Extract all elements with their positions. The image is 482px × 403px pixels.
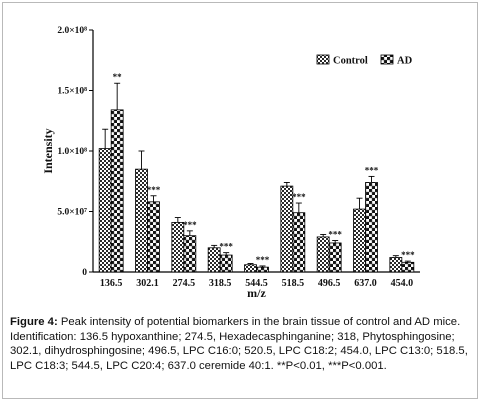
- x-tick-label: 518.5: [282, 278, 305, 289]
- labels: ** 136.5 *** 302.1 *** 274.5 *** 318.5 *** 544.5 *…: [100, 72, 415, 289]
- bar-control-496.5: [316, 236, 330, 273]
- bar-control-136.5: [98, 148, 112, 273]
- bar-control-302.1: [135, 168, 148, 273]
- legend: Control AD: [316, 54, 413, 67]
- x-tick-label: 136.5: [100, 278, 123, 289]
- significance-label: ***: [365, 165, 379, 175]
- y-axis-label: Intensity: [41, 128, 55, 173]
- figure-caption: Figure 4: Peak intensity of potential bi…: [10, 315, 472, 373]
- bar-control-544.5: [244, 264, 257, 273]
- bar-ad-302.1: [147, 201, 160, 273]
- legend-label-ad: AD: [397, 56, 413, 67]
- figure-frame: [2, 2, 478, 399]
- bar-chart: 0 5.0×10⁷ 1.0×10⁸ 1.5×10⁸ 2.0×10⁸ Intensity m/…: [41, 26, 420, 300]
- bar-control-454.0: [389, 257, 403, 273]
- significance-label: **: [113, 72, 123, 82]
- significance-label: ***: [328, 230, 342, 240]
- y-tick-label: 1.0×10⁸: [57, 147, 87, 157]
- bar-control-637.0: [353, 208, 366, 273]
- x-axis-label: m/z: [247, 286, 266, 300]
- x-tick-label: 302.1: [136, 278, 159, 289]
- significance-label: ***: [147, 185, 161, 195]
- y-tick-label: 0: [82, 268, 87, 278]
- bar-ad-544.5: [256, 266, 269, 273]
- caption-text: Peak intensity of potential biomarkers i…: [10, 316, 468, 372]
- y-tick-label: 1.5×10⁸: [57, 87, 87, 97]
- significance-label: ***: [292, 192, 306, 202]
- bars: [98, 82, 415, 273]
- y-tick-label: 5.0×10⁷: [57, 208, 87, 218]
- significance-label: ***: [183, 220, 197, 230]
- bar-ad-274.5: [183, 235, 197, 273]
- x-tick-label: 544.5: [245, 278, 268, 289]
- significance-label: ***: [401, 250, 415, 260]
- significance-label: ***: [219, 242, 233, 252]
- x-tick-label: 274.5: [173, 278, 196, 289]
- bar-ad-136.5: [110, 109, 124, 273]
- x-tick-label: 637.0: [354, 278, 377, 289]
- bar-ad-454.0: [401, 261, 415, 273]
- bar-ad-518.5: [292, 212, 306, 273]
- bar-ad-318.5: [219, 254, 233, 273]
- bar-control-518.5: [280, 185, 294, 273]
- bar-ad-637.0: [365, 182, 378, 273]
- bar-ad-496.5: [328, 242, 342, 273]
- legend-swatch-ad: [380, 54, 394, 65]
- legend-swatch-control: [316, 54, 330, 65]
- bar-control-274.5: [171, 221, 185, 273]
- y-tick-label: 2.0×10⁸: [57, 26, 87, 36]
- caption-label: Figure 4:: [10, 316, 58, 328]
- x-tick-label: 454.0: [391, 278, 414, 289]
- significance-label: ***: [256, 255, 270, 265]
- bar-control-318.5: [207, 247, 221, 273]
- x-tick-label: 496.5: [318, 278, 341, 289]
- x-tick-label: 318.5: [209, 278, 232, 289]
- legend-label-control: Control: [333, 56, 368, 67]
